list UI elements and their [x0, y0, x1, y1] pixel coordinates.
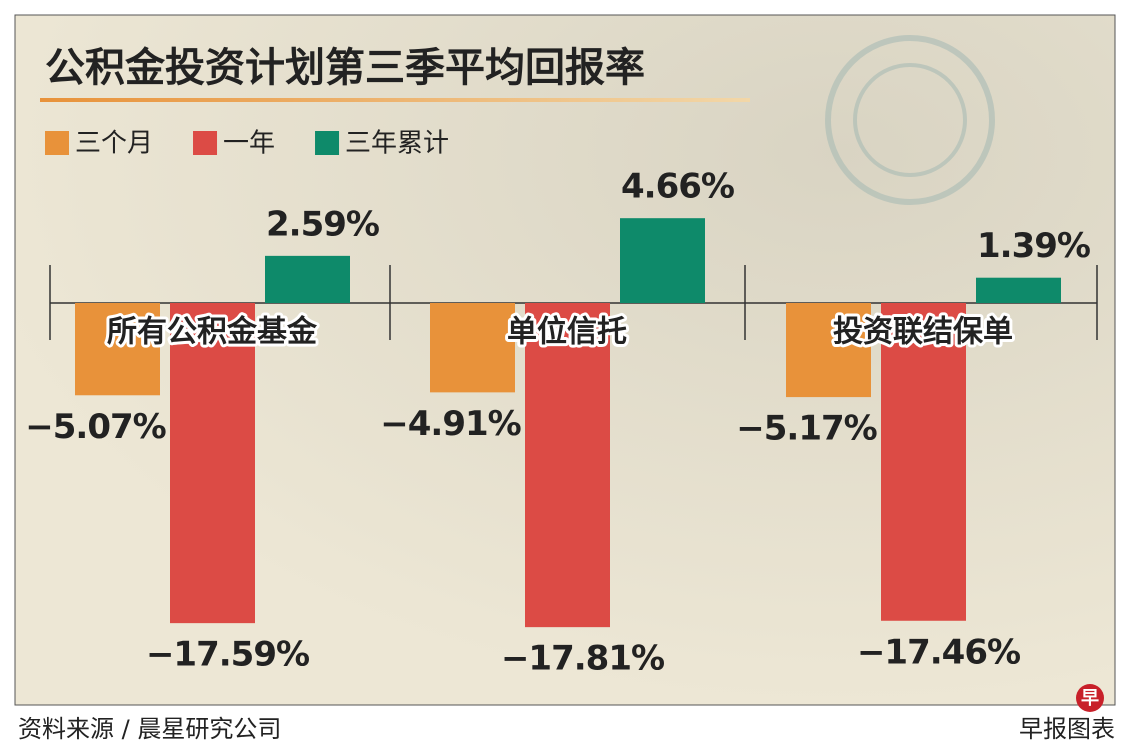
legend-label: 一年: [223, 129, 275, 159]
bar: [75, 303, 160, 396]
title-underline: [40, 98, 750, 102]
bar: [265, 255, 350, 303]
bar: [976, 277, 1061, 303]
legend-label: 三年累计: [345, 129, 449, 159]
legend-swatch: [193, 131, 218, 155]
credit: 早报图表: [1019, 715, 1115, 743]
bar: [786, 303, 871, 398]
value-label: −5.07%: [25, 407, 165, 447]
emblem-inner: [853, 63, 967, 177]
badge: 早: [1081, 688, 1099, 709]
legend-swatch: [45, 131, 69, 155]
value-label: −17.46%: [857, 632, 1020, 672]
badge-circle: [1076, 684, 1104, 712]
bar: [620, 218, 705, 303]
value-label: −4.91%: [380, 404, 520, 444]
value-label: −17.59%: [146, 635, 309, 675]
bar: [170, 303, 255, 624]
legend-swatch: [315, 131, 340, 155]
bar: [430, 303, 515, 393]
bar: [881, 303, 966, 621]
legend-label: 三个月: [75, 129, 153, 159]
emblem: [825, 35, 995, 205]
source: 资料来源 / 晨星研究公司: [18, 715, 281, 743]
value-label: −5.17%: [736, 409, 876, 449]
category-label: 所有公积金基金: [107, 315, 318, 350]
value-label: 4.66%: [621, 167, 734, 207]
category-label: 投资联结保单: [833, 315, 1013, 350]
bar: [525, 303, 610, 628]
chart-title: 公积金投资计划第三季平均回报率: [45, 45, 645, 91]
value-label: −17.81%: [501, 639, 664, 679]
category-label: 单位信托: [507, 315, 627, 350]
value-label: 1.39%: [977, 226, 1090, 266]
value-label: 2.59%: [266, 204, 379, 244]
